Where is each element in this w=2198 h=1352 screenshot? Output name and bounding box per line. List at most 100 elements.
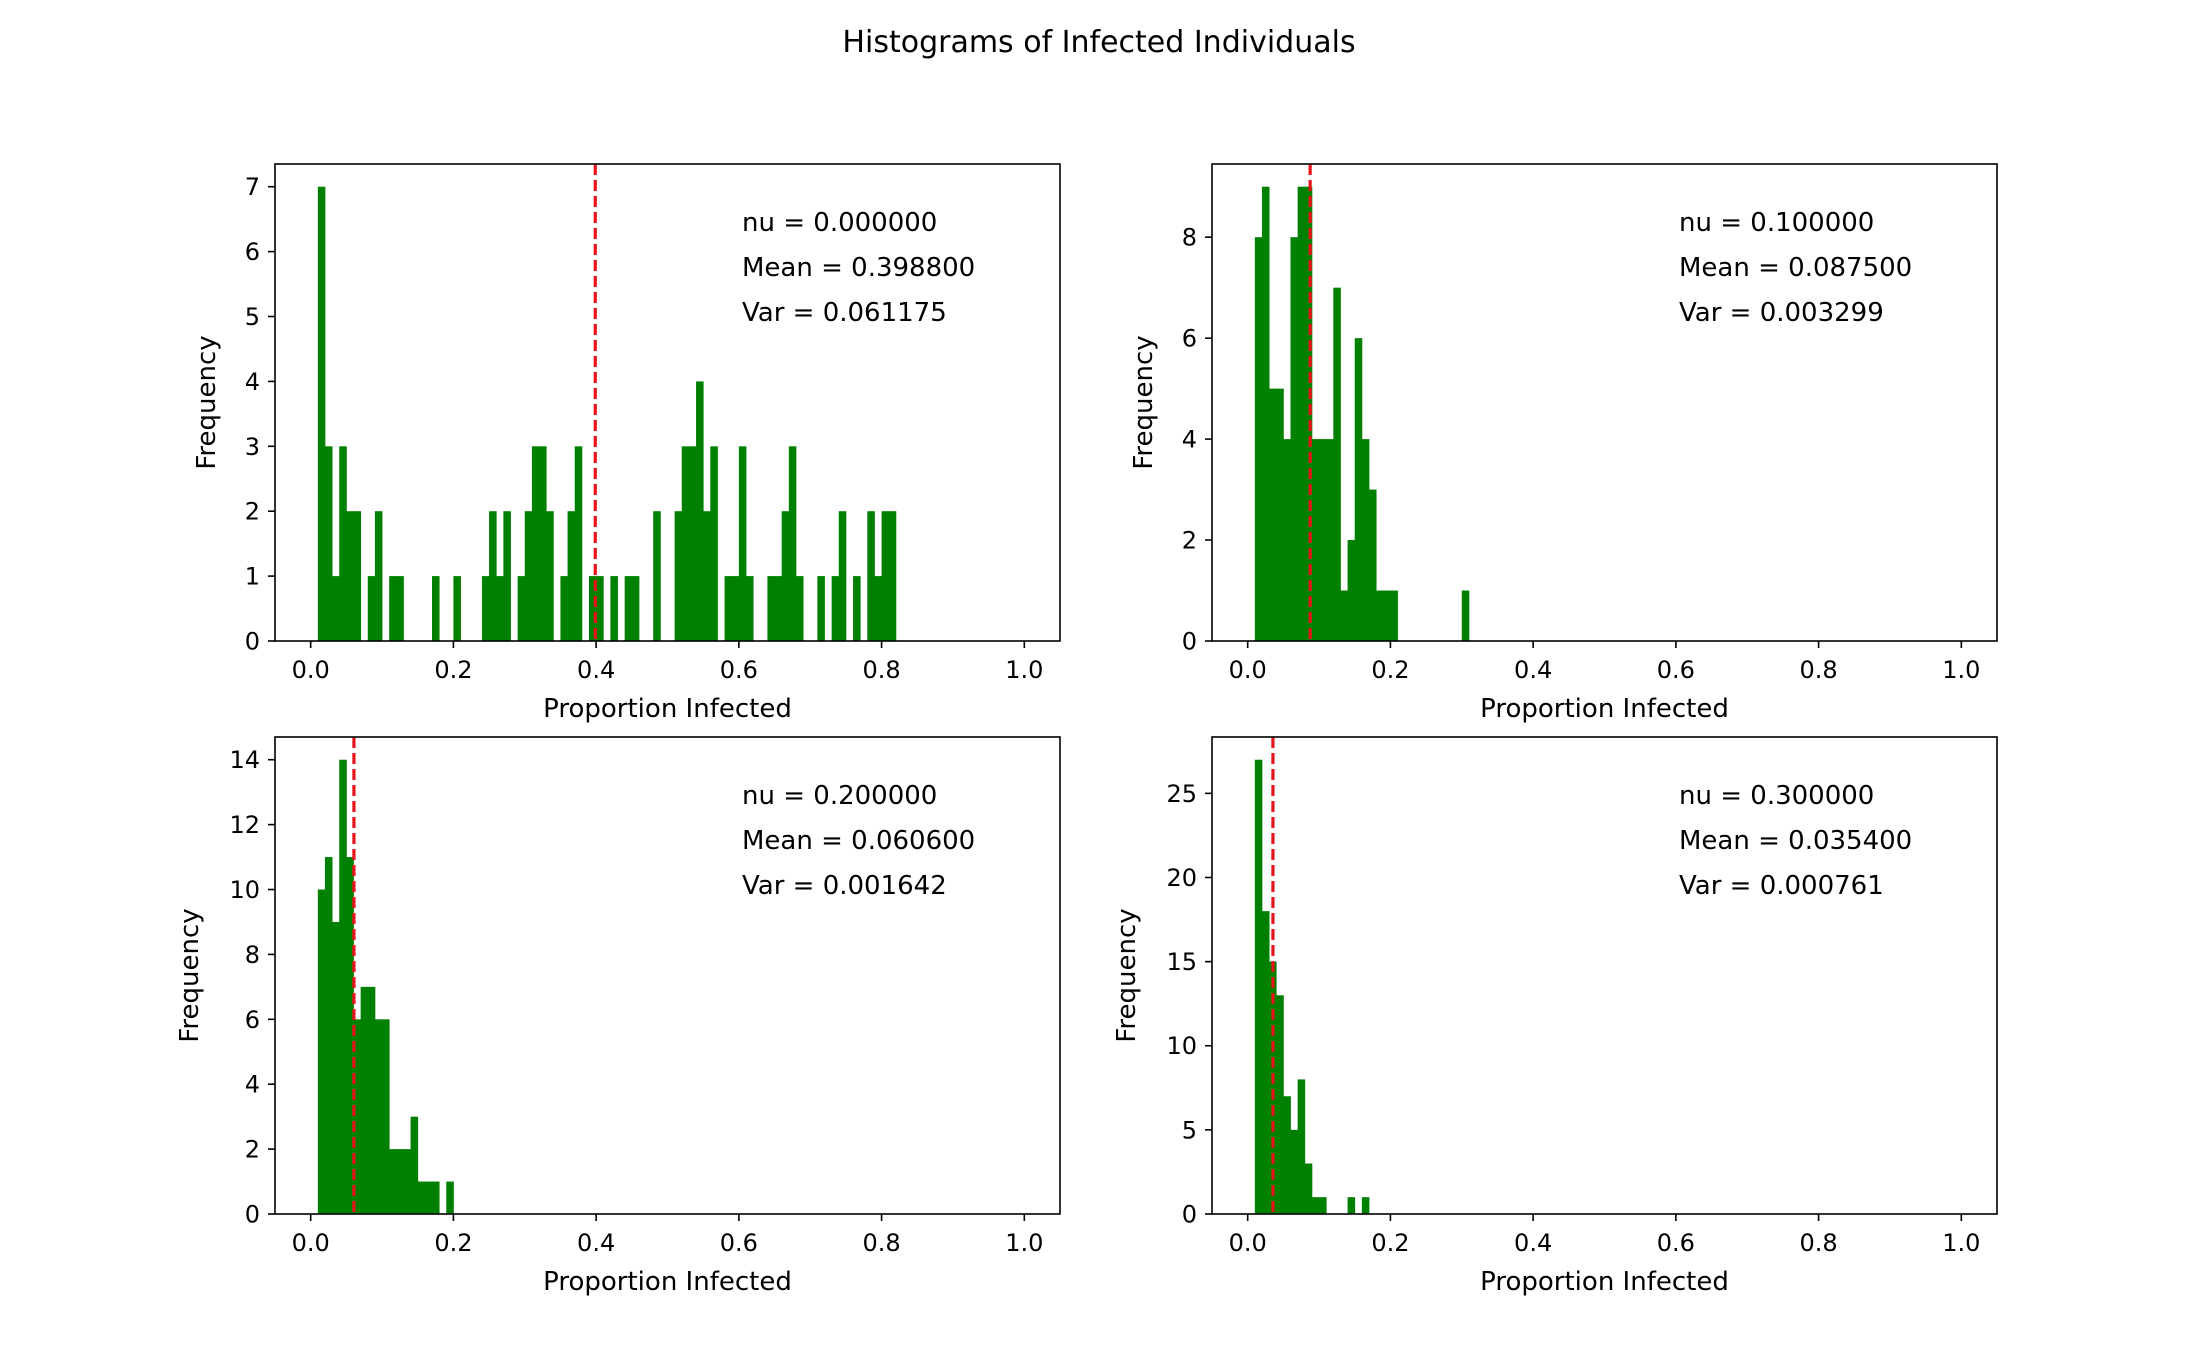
x-tick-label: 0.2: [434, 656, 472, 684]
histogram-bar: [417, 1181, 426, 1214]
histogram-bar: [696, 381, 704, 641]
x-tick-label: 0.0: [292, 1229, 330, 1257]
histogram-bar: [317, 889, 326, 1214]
y-tick-label: 25: [1166, 780, 1197, 808]
x-tick-label: 0.0: [1229, 656, 1267, 684]
histogram-bar: [738, 446, 747, 641]
y-tick-label: 20: [1166, 864, 1197, 892]
histogram-bar: [324, 446, 333, 641]
histogram-bar: [746, 576, 754, 641]
histogram-bar: [1347, 1197, 1356, 1214]
x-tick-label: 0.4: [577, 656, 615, 684]
stats-annotation: Mean = 0.087500: [1679, 253, 1912, 283]
x-tick-label: 0.4: [1514, 656, 1552, 684]
y-tick-label: 10: [229, 876, 260, 904]
x-tick-label: 0.6: [720, 656, 758, 684]
x-tick-label: 0.8: [1800, 656, 1838, 684]
y-tick-label: 14: [229, 746, 260, 774]
histogram-bar: [489, 511, 497, 641]
y-tick-label: 6: [1182, 325, 1197, 353]
histogram-bar: [339, 759, 347, 1214]
y-tick-label: 10: [1166, 1032, 1197, 1060]
histogram-bar: [1261, 911, 1270, 1214]
histogram-bar: [1290, 1129, 1299, 1214]
histogram-bar: [1283, 1096, 1291, 1214]
histogram-bar: [710, 446, 718, 641]
histogram-bar: [703, 511, 711, 641]
histogram-bar: [1311, 439, 1320, 641]
stats-annotation: nu = 0.000000: [742, 208, 937, 238]
histogram-bar: [424, 1181, 433, 1214]
histogram-bar: [567, 511, 576, 641]
histogram-bar: [481, 576, 490, 641]
histogram-bar: [867, 511, 875, 641]
y-tick-label: 8: [1182, 224, 1197, 252]
histogram-bar: [1269, 961, 1277, 1214]
y-tick-label: 7: [245, 173, 260, 201]
histogram-bar: [517, 576, 526, 641]
histogram-bar: [1283, 439, 1291, 641]
histogram-bar: [332, 921, 340, 1214]
histogram-bar: [396, 576, 404, 641]
y-tick-label: 2: [1182, 527, 1197, 555]
histogram-bar: [688, 446, 697, 641]
histogram-bar: [1297, 1079, 1306, 1214]
histogram-bar: [317, 186, 326, 641]
stats-annotation: Mean = 0.035400: [1679, 826, 1912, 856]
histogram-bar: [546, 511, 554, 641]
histogram-bars: [1254, 759, 1370, 1214]
histogram-bar: [503, 511, 511, 641]
y-tick-label: 15: [1166, 948, 1197, 976]
histogram-bar: [1319, 1197, 1327, 1214]
y-tick-label: 2: [245, 498, 260, 526]
histogram-bar: [1369, 489, 1377, 641]
axes-frame: [274, 736, 1061, 1215]
histogram-bar: [589, 576, 597, 641]
x-tick-label: 0.8: [863, 656, 901, 684]
histogram-bar: [531, 446, 540, 641]
x-axis-label: Proportion Infected: [1480, 1267, 1729, 1297]
histogram-bar: [1461, 590, 1470, 641]
histogram-bar: [1254, 237, 1263, 641]
histogram-bar: [631, 576, 640, 641]
y-tick-label: 8: [245, 941, 260, 969]
histogram-bar: [681, 446, 690, 641]
histogram-bar: [574, 446, 583, 641]
stats-annotation: nu = 0.100000: [1679, 208, 1874, 238]
histogram-bar: [446, 1181, 454, 1214]
histogram-bar: [524, 511, 533, 641]
histogram-bar: [888, 511, 897, 641]
histogram-bar: [382, 1019, 390, 1214]
histogram-bar: [1290, 237, 1299, 641]
histogram-bar: [374, 1019, 383, 1214]
histogram-bar: [1254, 759, 1263, 1214]
y-tick-label: 12: [229, 811, 260, 839]
histogram-bar: [332, 576, 340, 641]
histogram-bar: [1276, 388, 1284, 641]
figure-title: Histograms of Infected Individuals: [842, 25, 1355, 60]
histogram-bar: [610, 576, 618, 641]
histogram-bar: [1347, 540, 1356, 641]
y-axis-label: Frequency: [1129, 335, 1159, 469]
x-tick-label: 0.2: [1371, 1229, 1409, 1257]
histogram-bar: [324, 857, 333, 1214]
histogram-panel-4: 0.0 0.2 0.4 0.6 0.8 1.0 0 5 10 15 20 25 Proportion I…: [1112, 736, 1998, 1297]
histogram-bar: [674, 511, 683, 641]
histogram-bar: [1269, 388, 1277, 641]
stats-annotation: Var = 0.000761: [1679, 871, 1884, 901]
histogram-bar: [1361, 1197, 1370, 1214]
y-tick-label: 0: [1182, 628, 1197, 656]
histogram-bar: [838, 511, 847, 641]
y-axis-label: Frequency: [192, 335, 222, 469]
histogram-panel-3: 0.0 0.2 0.4 0.6 0.8 1.0 0 2 4 6 8 10 12 14 Proportion …: [175, 736, 1061, 1297]
histogram-bar: [817, 576, 825, 641]
x-axis-label: Proportion Infected: [1480, 694, 1729, 724]
histogram-bar: [396, 1149, 404, 1214]
histogram-bar: [1376, 590, 1384, 641]
histogram-bars: [317, 186, 897, 641]
histogram-bar: [853, 576, 861, 641]
histogram-bar: [367, 986, 376, 1214]
histogram-bar: [339, 446, 347, 641]
x-tick-label: 0.6: [1657, 656, 1695, 684]
histogram-bar: [403, 1149, 411, 1214]
